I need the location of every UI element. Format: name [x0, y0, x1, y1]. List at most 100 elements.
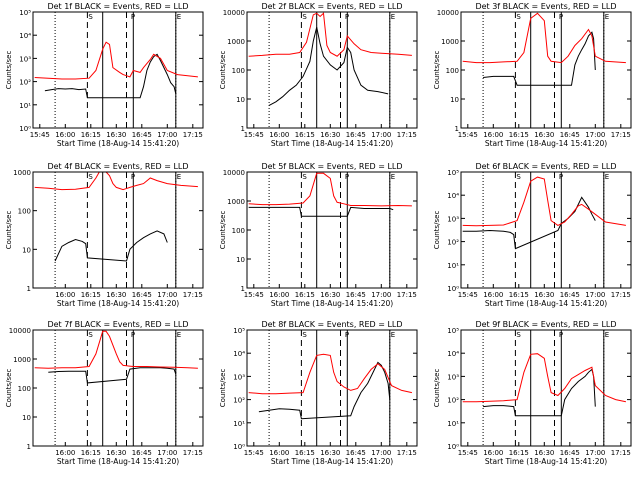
y-tick-label: 10 [450, 96, 459, 104]
chart-panel: Det 2f BLACK = Events, RED = LLD S P E 1 10 10… [219, 2, 418, 148]
y-tick-label: 10⁴ [447, 350, 459, 358]
y-tick-label: 10³ [447, 373, 459, 381]
x-tick-label: 16:00 [55, 449, 75, 457]
y-axis-label: Counts/sec [5, 211, 13, 250]
x-tick-label: 16:00 [269, 291, 289, 299]
plot-frame [460, 329, 632, 447]
x-tick-label: 16:45 [346, 291, 366, 299]
y-tick-label: 10⁵ [19, 9, 31, 17]
lld-series-line [34, 172, 198, 191]
x-tick-label: 17:15 [611, 131, 631, 139]
events-series-line [483, 31, 596, 86]
x-tick-label: 16:45 [132, 131, 152, 139]
chart-panel: Det 3f BLACK = Events, RED = LLD S P E 1 10 10… [433, 2, 632, 148]
chart-title: Det 2f BLACK = Events, RED = LLD [261, 2, 402, 11]
plot-frame [460, 11, 632, 129]
y-tick-label: 10² [19, 79, 31, 87]
chart-title: Det 7f BLACK = Events, RED = LLD [47, 320, 188, 329]
x-tick-label: 16:30 [534, 131, 554, 139]
x-tick-label: 17:00 [157, 291, 177, 299]
y-tick-label: 10 [22, 414, 31, 422]
events-series-line [248, 206, 394, 217]
x-tick-label: 17:15 [183, 449, 203, 457]
chart-panel: Det 1f BLACK = Events, RED = LLD S P E 10⁰ 10… [5, 2, 204, 148]
chart-title: Det 5f BLACK = Events, RED = LLD [261, 162, 402, 171]
x-tick-label: 16:00 [269, 131, 289, 139]
chart-title: Det 9f BLACK = Events, RED = LLD [475, 320, 616, 329]
x-tick-label: 16:00 [55, 291, 75, 299]
phase-marker-label: E [605, 13, 609, 21]
y-axis-label: Counts/sec [219, 211, 227, 250]
y-axis-label: Counts/sec [5, 51, 13, 90]
x-tick-label: 16:00 [483, 449, 503, 457]
x-tick-label: 16:15 [509, 449, 529, 457]
phase-marker-label: P [345, 331, 349, 339]
y-tick-label: 10² [447, 397, 459, 405]
x-tick-label: 17:00 [585, 449, 605, 457]
y-tick-label: 1000 [13, 169, 31, 177]
events-series-line [258, 361, 391, 420]
chart-title: Det 8f BLACK = Events, RED = LLD [261, 320, 402, 329]
chart-panel: Det 4f BLACK = Events, RED = LLD S P E 1 10 10… [5, 162, 204, 308]
x-tick-label: 17:00 [585, 291, 605, 299]
y-tick-label: 10⁰ [233, 443, 245, 451]
phase-marker-label: S [302, 331, 307, 339]
x-tick-label: 15:45 [244, 291, 264, 299]
y-axis-label: Counts/sec [433, 369, 441, 408]
y-tick-label: 10² [447, 239, 459, 247]
x-tick-label: 17:00 [371, 291, 391, 299]
x-axis-label: Start Time (18-Aug-14 15:41:20) [271, 299, 393, 308]
y-tick-label: 1 [241, 125, 245, 133]
x-tick-label: 16:45 [132, 449, 152, 457]
y-tick-label: 1000 [13, 356, 31, 364]
x-tick-label: 17:00 [157, 131, 177, 139]
y-tick-label: 100 [232, 227, 245, 235]
x-tick-label: 16:45 [132, 291, 152, 299]
y-tick-label: 100 [18, 208, 31, 216]
phase-marker-label: S [302, 13, 307, 21]
lld-series-line [462, 12, 626, 64]
x-tick-label: 17:15 [397, 449, 417, 457]
chart-panel: Det 6f BLACK = Events, RED = LLD S P E 10⁰ 10… [433, 162, 632, 308]
y-tick-label: 1000 [227, 38, 245, 46]
events-series-line [48, 367, 177, 384]
y-tick-label: 10³ [19, 55, 31, 63]
phase-marker-label: P [131, 173, 135, 181]
plot-frame [246, 329, 418, 447]
x-tick-label: 17:15 [183, 291, 203, 299]
chart-panel: Det 9f BLACK = Events, RED = LLD S P E 10⁰ 10… [433, 320, 632, 466]
y-tick-label: 10 [236, 96, 245, 104]
phase-marker-label: E [605, 173, 609, 181]
x-tick-label: 16:30 [106, 291, 126, 299]
chart-title: Det 4f BLACK = Events, RED = LLD [47, 162, 188, 171]
x-tick-label: 16:45 [560, 291, 580, 299]
x-tick-label: 16:00 [269, 449, 289, 457]
phase-marker-label: E [177, 13, 181, 21]
lld-series-line [34, 330, 198, 369]
x-tick-label: 17:15 [611, 449, 631, 457]
x-tick-label: 15:45 [458, 449, 478, 457]
lld-series-line [462, 176, 626, 227]
x-tick-label: 16:15 [81, 449, 101, 457]
x-tick-label: 16:45 [560, 131, 580, 139]
y-tick-label: 10¹ [447, 262, 459, 270]
lld-series-line [34, 41, 198, 80]
lld-series-line [248, 353, 413, 395]
phase-marker-label: S [516, 13, 521, 21]
y-tick-label: 10000 [223, 169, 245, 177]
y-tick-label: 10⁵ [447, 169, 459, 177]
y-tick-label: 10⁴ [19, 32, 31, 40]
x-tick-label: 16:45 [560, 449, 580, 457]
phase-marker-label: S [88, 13, 93, 21]
y-tick-label: 1 [27, 443, 31, 451]
phase-marker-label: P [345, 173, 349, 181]
y-axis-label: Counts/sec [219, 51, 227, 90]
phase-marker-label: E [177, 331, 181, 339]
phase-marker-label: P [559, 331, 563, 339]
events-series-line [483, 368, 596, 417]
x-tick-label: 16:45 [346, 131, 366, 139]
x-tick-label: 16:00 [483, 291, 503, 299]
phase-marker-label: S [88, 331, 93, 339]
x-tick-label: 16:15 [81, 291, 101, 299]
x-axis-label: Start Time (18-Aug-14 15:41:20) [57, 139, 179, 148]
